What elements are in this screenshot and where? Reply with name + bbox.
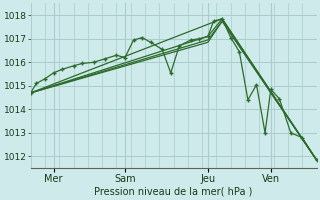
X-axis label: Pression niveau de la mer( hPa ): Pression niveau de la mer( hPa ) (94, 187, 253, 197)
